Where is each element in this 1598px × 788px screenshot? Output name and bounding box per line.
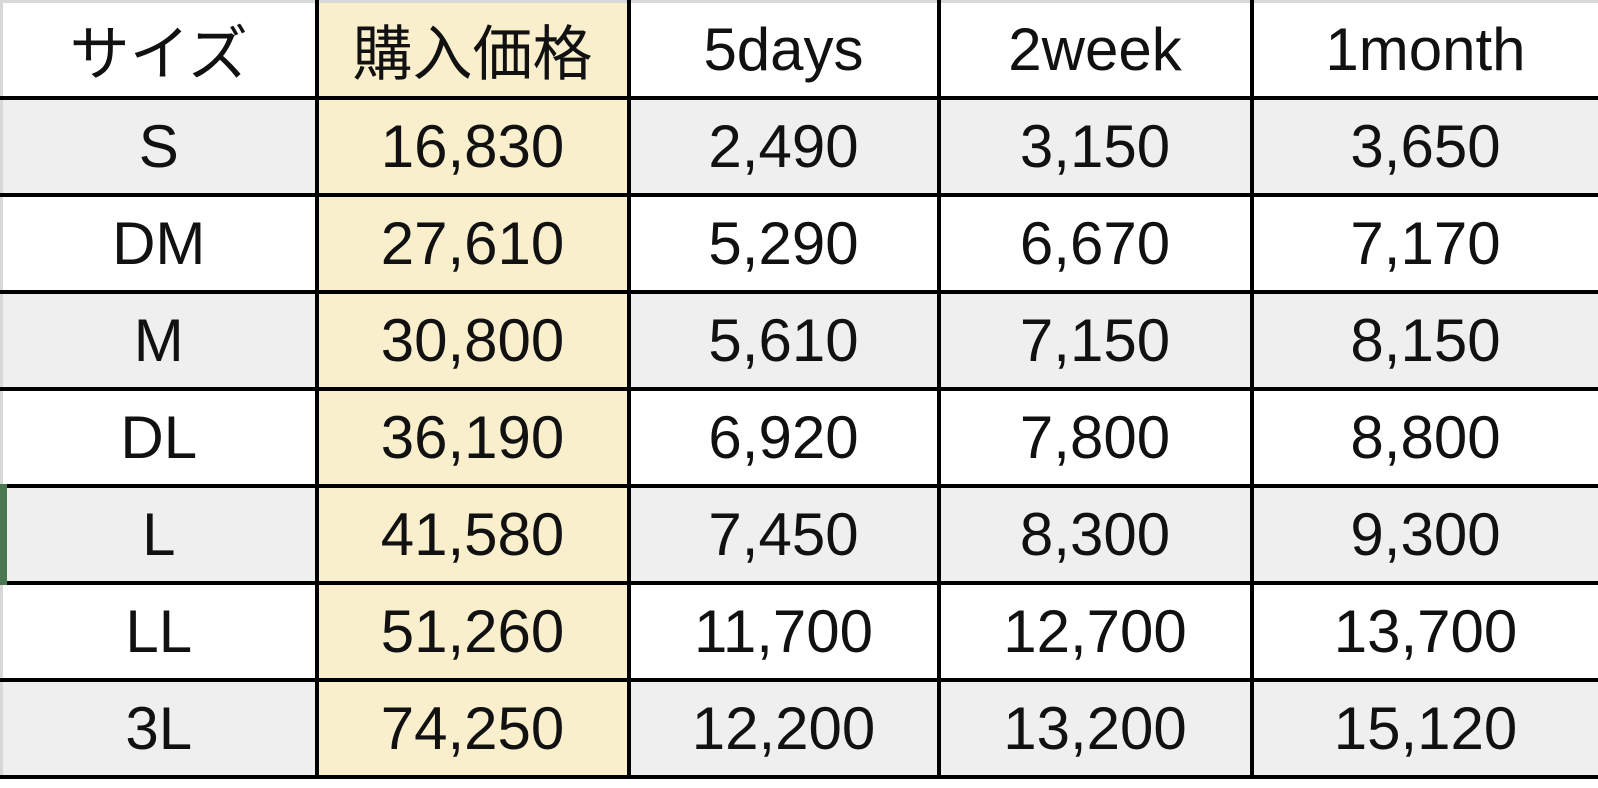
table-row-ll: LL 51,260 11,700 12,700 13,700 [0,581,1598,682]
table-row-l: L 41,580 7,450 8,300 9,300 [0,484,1598,585]
price-5days-cell[interactable]: 11,700 [626,581,941,682]
price-2week-cell[interactable]: 7,150 [936,290,1254,391]
price-2week-cell[interactable]: 7,800 [936,387,1254,488]
purchase-price-cell[interactable]: 51,260 [314,581,631,682]
header-cell-1month[interactable]: 1month [1249,0,1598,100]
purchase-price-cell[interactable]: 27,610 [314,193,631,294]
purchase-price-cell[interactable]: 36,190 [314,387,631,488]
header-cell-purchase-price[interactable]: 購入価格 [314,0,631,100]
size-cell[interactable]: DL [0,387,319,488]
price-1month-cell[interactable]: 15,120 [1249,678,1598,779]
price-5days-cell[interactable]: 12,200 [626,678,941,779]
header-cell-2week[interactable]: 2week [936,0,1254,100]
size-cell[interactable]: DM [0,193,319,294]
size-cell[interactable]: L [0,484,319,585]
table-row-3l: 3L 74,250 12,200 13,200 15,120 [0,678,1598,779]
price-2week-cell[interactable]: 6,670 [936,193,1254,294]
purchase-price-cell[interactable]: 30,800 [314,290,631,391]
table-row-m: M 30,800 5,610 7,150 8,150 [0,290,1598,391]
price-1month-cell[interactable]: 13,700 [1249,581,1598,682]
purchase-price-cell[interactable]: 41,580 [314,484,631,585]
price-2week-cell[interactable]: 3,150 [936,96,1254,197]
selection-indicator [0,484,7,585]
next-row-sliver [0,779,1598,788]
table-row-dm: DM 27,610 5,290 6,670 7,170 [0,193,1598,294]
size-cell[interactable]: LL [0,581,319,682]
price-2week-cell[interactable]: 8,300 [936,484,1254,585]
price-1month-cell[interactable]: 9,300 [1249,484,1598,585]
price-2week-cell[interactable]: 13,200 [936,678,1254,779]
size-cell[interactable]: S [0,96,319,197]
header-row: サイズ 購入価格 5days 2week 1month [0,0,1598,100]
price-1month-cell[interactable]: 8,150 [1249,290,1598,391]
price-5days-cell[interactable]: 6,920 [626,387,941,488]
price-5days-cell[interactable]: 5,610 [626,290,941,391]
price-2week-cell[interactable]: 12,700 [936,581,1254,682]
price-5days-cell[interactable]: 2,490 [626,96,941,197]
purchase-price-cell[interactable]: 16,830 [314,96,631,197]
price-1month-cell[interactable]: 7,170 [1249,193,1598,294]
size-cell[interactable]: M [0,290,319,391]
header-cell-5days[interactable]: 5days [626,0,941,100]
table-row-s: S 16,830 2,490 3,150 3,650 [0,96,1598,197]
header-cell-size[interactable]: サイズ [0,0,319,100]
price-5days-cell[interactable]: 7,450 [626,484,941,585]
price-1month-cell[interactable]: 8,800 [1249,387,1598,488]
purchase-price-cell[interactable]: 74,250 [314,678,631,779]
table-row-dl: DL 36,190 6,920 7,800 8,800 [0,387,1598,488]
price-1month-cell[interactable]: 3,650 [1249,96,1598,197]
price-5days-cell[interactable]: 5,290 [626,193,941,294]
size-cell[interactable]: 3L [0,678,319,779]
